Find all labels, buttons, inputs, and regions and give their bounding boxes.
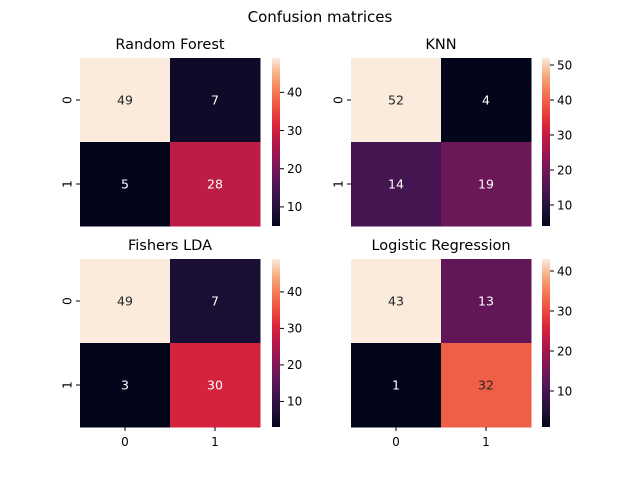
colorbar-tick-label: 10 xyxy=(287,395,302,409)
cell-annotation: 49 xyxy=(117,294,133,309)
cell-annotation: 43 xyxy=(388,294,404,309)
heatmap-cell xyxy=(170,142,261,227)
heatmap-cell xyxy=(80,343,171,428)
cell-annotation: 1 xyxy=(392,378,400,393)
colorbar-tick-label: 50 xyxy=(557,58,572,72)
cell-annotation: 5 xyxy=(121,177,129,192)
cell-annotation: 28 xyxy=(207,177,223,192)
y-tick-label: 1 xyxy=(332,180,346,188)
colorbar-tick-label: 30 xyxy=(557,128,572,142)
x-tick-label: 0 xyxy=(121,435,129,449)
heatmap-cell xyxy=(170,58,261,143)
cell-annotation: 30 xyxy=(207,378,223,393)
cell-annotation: 3 xyxy=(121,378,129,393)
colorbar-tick-label: 30 xyxy=(287,322,302,336)
heatmap-cell xyxy=(441,343,532,428)
heatmap-cell xyxy=(351,58,442,143)
heatmap-cell xyxy=(351,142,442,227)
cell-annotation: 13 xyxy=(478,294,494,309)
colorbar xyxy=(542,58,550,226)
heatmap-cell xyxy=(441,142,532,227)
heatmap-cell xyxy=(170,343,261,428)
colorbar xyxy=(272,259,280,427)
heatmap-cell xyxy=(441,259,532,344)
heatmap-cell xyxy=(80,58,171,143)
colorbar-tick-label: 20 xyxy=(287,162,302,176)
cell-annotation: 19 xyxy=(478,177,494,192)
cell-annotation: 4 xyxy=(482,93,490,108)
colorbar-tick-label: 20 xyxy=(557,344,572,358)
panel-title: Fishers LDA xyxy=(128,238,212,254)
heatmap-panel-4: Logistic Regression 43 13 1 32 0 1 10 20 30 40 xyxy=(351,238,572,449)
heatmap-panel-1: Random Forest 49 7 5 28 0 1 10 20 30 40 xyxy=(61,37,302,227)
cell-annotation: 7 xyxy=(211,93,219,108)
heatmap-cell xyxy=(80,142,171,227)
colorbar-tick-label: 10 xyxy=(557,198,572,212)
cell-annotation: 49 xyxy=(117,93,133,108)
colorbar-tick-label: 40 xyxy=(287,285,302,299)
colorbar-tick-label: 30 xyxy=(287,124,302,138)
colorbar-tick-label: 40 xyxy=(557,264,572,278)
colorbar-tick-label: 20 xyxy=(557,163,572,177)
colorbar-tick-label: 40 xyxy=(287,86,302,100)
heatmap-panel-2: KNN 52 4 14 19 0 1 10 20 30 40 50 xyxy=(332,37,572,227)
panel-title: Random Forest xyxy=(115,37,224,53)
y-tick-label: 0 xyxy=(332,96,346,104)
cell-annotation: 52 xyxy=(388,93,404,108)
colorbar xyxy=(272,58,280,226)
y-tick-label: 0 xyxy=(61,297,75,305)
cell-annotation: 7 xyxy=(211,294,219,309)
y-tick-label: 1 xyxy=(61,381,75,389)
y-tick-label: 0 xyxy=(61,96,75,104)
colorbar-tick-label: 10 xyxy=(557,384,572,398)
figure-title: Confusion matrices xyxy=(248,8,393,26)
heatmap-cell xyxy=(351,259,442,344)
y-tick-label: 1 xyxy=(61,180,75,188)
colorbar-tick-label: 20 xyxy=(287,358,302,372)
colorbar-tick-label: 30 xyxy=(557,304,572,318)
heatmap-cell xyxy=(351,343,442,428)
cell-annotation: 14 xyxy=(388,177,404,192)
panel-title: KNN xyxy=(425,37,456,53)
cell-annotation: 32 xyxy=(478,378,494,393)
heatmap-cell xyxy=(441,58,532,143)
colorbar-tick-label: 40 xyxy=(557,93,572,107)
heatmap-cell xyxy=(80,259,171,344)
panel-title: Logistic Regression xyxy=(371,238,510,254)
x-tick-label: 0 xyxy=(392,435,400,449)
x-tick-label: 1 xyxy=(482,435,490,449)
colorbar-tick-label: 10 xyxy=(287,200,302,214)
heatmap-cell xyxy=(170,259,261,344)
colorbar xyxy=(542,259,550,427)
x-tick-label: 1 xyxy=(211,435,219,449)
